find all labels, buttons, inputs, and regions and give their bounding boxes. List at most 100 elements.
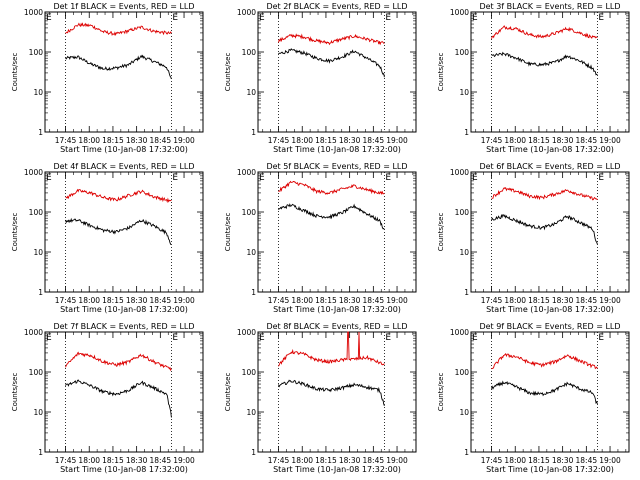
x-axis-label: Start Time (10-Jan-08 17:32:00) <box>273 305 401 314</box>
x-tick-label: 17:45 <box>481 296 503 305</box>
lld-series-line <box>65 188 172 204</box>
x-tick-label: 17:45 <box>55 136 77 145</box>
x-axis-label: Start Time (10-Jan-08 17:32:00) <box>60 305 188 314</box>
plot-frame <box>44 11 204 133</box>
x-tick-label: 18:15 <box>315 456 337 465</box>
x-tick-label: 18:45 <box>363 456 385 465</box>
y-tick-label: 1000 <box>450 8 469 17</box>
event-marker: E <box>598 333 604 343</box>
y-tick-label: 1000 <box>24 168 43 177</box>
event-marker: E <box>172 173 178 183</box>
x-tick-label: 18:45 <box>150 136 172 145</box>
x-tick-label: 17:45 <box>268 456 290 465</box>
events-series-line <box>278 48 385 78</box>
x-tick-label: 19:00 <box>599 456 621 465</box>
event-marker: E <box>259 333 265 343</box>
panel-title: Det 7f BLACK = Events, RED = LLD <box>53 322 194 331</box>
event-marker: E <box>472 173 478 183</box>
x-axis-label: Start Time (10-Jan-08 17:32:00) <box>486 465 614 474</box>
y-axis-label: Counts/sec <box>437 53 445 92</box>
x-tick-label: 18:30 <box>339 296 361 305</box>
x-tick-label: 18:15 <box>315 296 337 305</box>
panel-title: Det 5f BLACK = Events, RED = LLD <box>266 162 407 171</box>
panel-title: Det 8f BLACK = Events, RED = LLD <box>266 322 407 331</box>
detector-panel-5: Det 5f BLACK = Events, RED = LLD 1 10 100 10… <box>224 162 417 314</box>
y-tick-label: 1 <box>38 128 43 137</box>
lld-series-line <box>278 33 385 46</box>
y-axis-label: Counts/sec <box>437 213 445 252</box>
detector-panel-8: Det 8f BLACK = Events, RED = LLD 1 10 100 10… <box>224 322 417 474</box>
y-axis-label: Counts/sec <box>11 373 19 412</box>
event-marker: E <box>46 333 52 343</box>
event-marker: E <box>472 333 478 343</box>
x-tick-label: 18:30 <box>339 136 361 145</box>
x-tick-label: 18:15 <box>315 136 337 145</box>
y-tick-label: 100 <box>242 368 257 377</box>
x-tick-label: 18:45 <box>363 136 385 145</box>
x-axis-label: Start Time (10-Jan-08 17:32:00) <box>60 145 188 154</box>
x-tick-label: 18:00 <box>291 456 313 465</box>
y-tick-label: 10 <box>33 408 43 417</box>
x-tick-label: 18:00 <box>291 136 313 145</box>
x-tick-label: 18:45 <box>576 456 598 465</box>
event-marker: E <box>385 333 391 343</box>
y-tick-label: 1000 <box>24 328 43 337</box>
events-series-line <box>65 54 172 80</box>
x-tick-label: 18:15 <box>528 296 550 305</box>
event-marker: E <box>46 173 52 183</box>
detector-panel-4: Det 4f BLACK = Events, RED = LLD 1 10 100 10… <box>11 162 204 314</box>
y-tick-label: 10 <box>246 408 256 417</box>
event-marker: E <box>172 13 178 23</box>
x-tick-label: 18:45 <box>150 296 172 305</box>
x-tick-label: 18:30 <box>552 456 574 465</box>
x-axis-label: Start Time (10-Jan-08 17:32:00) <box>273 145 401 154</box>
x-tick-label: 19:00 <box>386 136 408 145</box>
event-marker: E <box>598 173 604 183</box>
x-tick-label: 18:15 <box>102 136 124 145</box>
y-tick-label: 1 <box>38 448 43 457</box>
x-tick-label: 18:30 <box>339 456 361 465</box>
x-tick-label: 19:00 <box>173 296 195 305</box>
plot-frame <box>470 11 630 133</box>
x-tick-label: 17:45 <box>55 456 77 465</box>
x-axis-label: Start Time (10-Jan-08 17:32:00) <box>60 465 188 474</box>
y-tick-label: 100 <box>29 48 44 57</box>
events-series-line <box>65 217 172 246</box>
y-tick-label: 100 <box>29 368 44 377</box>
y-tick-label: 10 <box>33 248 43 257</box>
y-axis-label: Counts/sec <box>11 213 19 252</box>
lld-series-line <box>491 186 598 201</box>
lld-series-line <box>278 331 385 367</box>
lld-series-line <box>278 180 385 195</box>
y-tick-label: 100 <box>455 208 470 217</box>
x-tick-label: 17:45 <box>481 456 503 465</box>
event-marker: E <box>385 13 391 23</box>
x-tick-label: 17:45 <box>55 296 77 305</box>
x-tick-label: 18:30 <box>126 456 148 465</box>
y-axis-label: Counts/sec <box>224 213 232 252</box>
y-tick-label: 1000 <box>450 168 469 177</box>
y-tick-label: 1000 <box>237 328 256 337</box>
x-axis-label: Start Time (10-Jan-08 17:32:00) <box>486 305 614 314</box>
detector-panel-7: Det 7f BLACK = Events, RED = LLD 1 10 100 10… <box>11 322 204 474</box>
event-marker: E <box>598 13 604 23</box>
lld-series-line <box>65 351 172 372</box>
detector-panel-2: Det 2f BLACK = Events, RED = LLD 1 10 100 10… <box>224 2 417 154</box>
y-tick-label: 100 <box>455 368 470 377</box>
events-series-line <box>491 213 598 245</box>
plot-frame <box>470 171 630 293</box>
plot-frame <box>470 331 630 453</box>
y-tick-label: 100 <box>242 48 257 57</box>
x-axis-label: Start Time (10-Jan-08 17:32:00) <box>486 145 614 154</box>
y-axis-label: Counts/sec <box>224 53 232 92</box>
y-tick-label: 1000 <box>237 168 256 177</box>
panel-title: Det 3f BLACK = Events, RED = LLD <box>479 2 620 11</box>
x-tick-label: 18:30 <box>552 296 574 305</box>
events-series-line <box>278 203 385 230</box>
events-series-line <box>491 380 598 405</box>
y-tick-label: 10 <box>33 88 43 97</box>
x-tick-label: 18:00 <box>78 136 100 145</box>
x-tick-label: 18:00 <box>78 296 100 305</box>
event-marker: E <box>472 13 478 23</box>
x-tick-label: 18:30 <box>552 136 574 145</box>
